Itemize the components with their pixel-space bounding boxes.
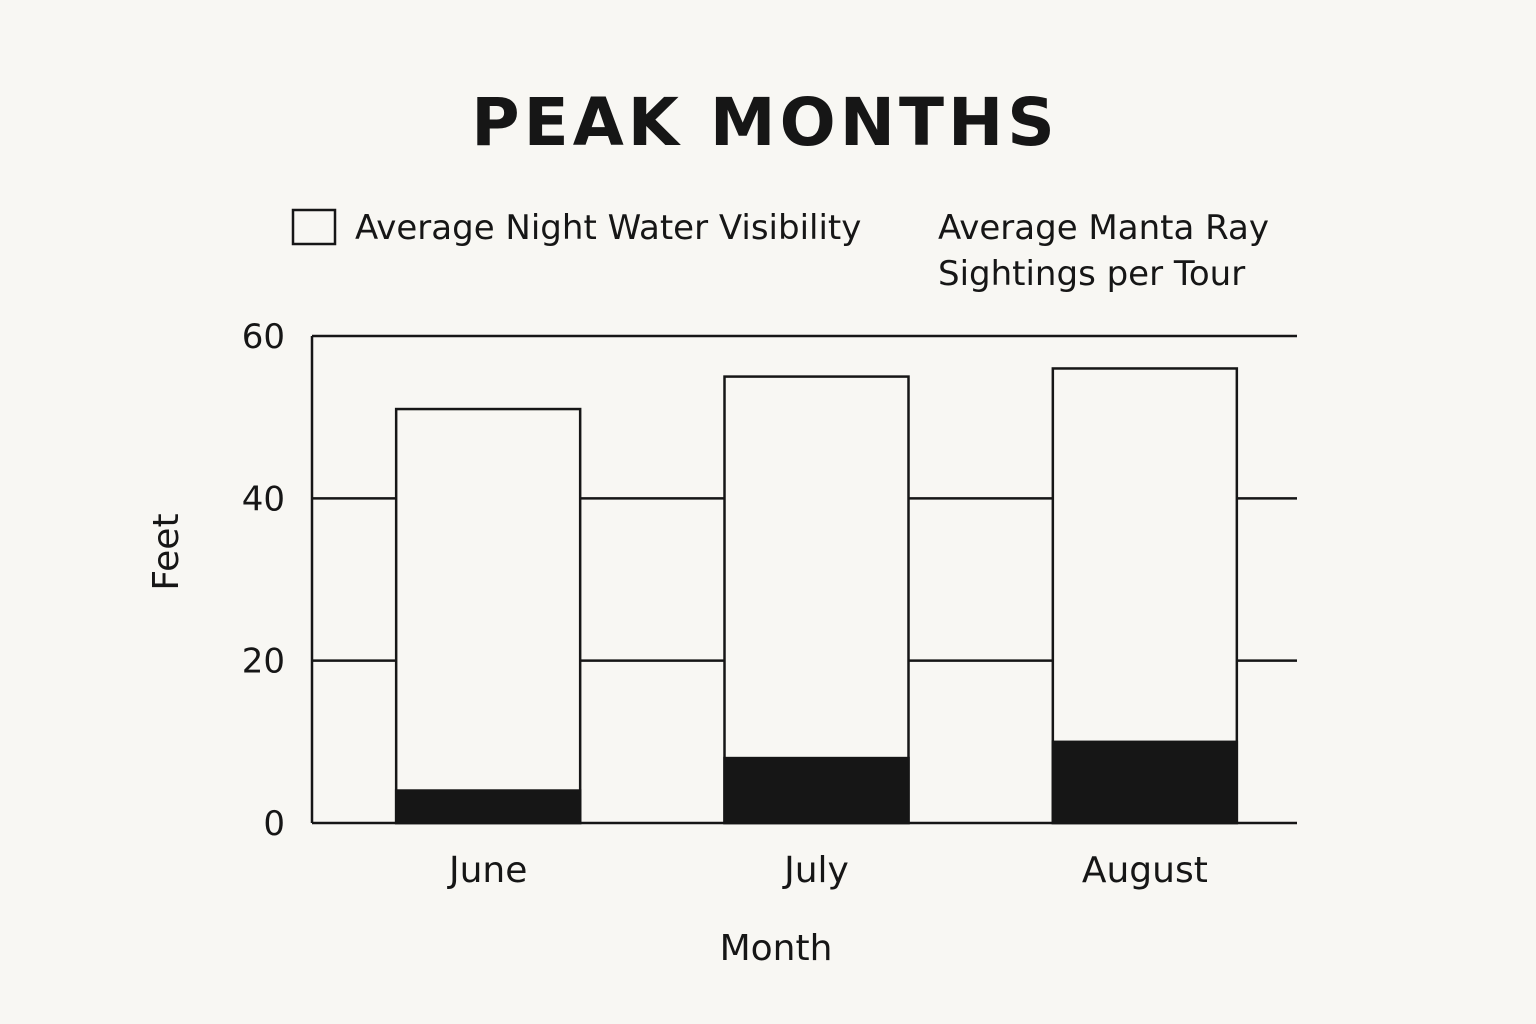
x-category-label: July bbox=[782, 850, 849, 891]
bars bbox=[394, 367, 1239, 825]
chart-title: PEAK MONTHS bbox=[471, 84, 1058, 161]
x-category-label: August bbox=[1082, 850, 1208, 891]
bar-sightings-august bbox=[1051, 740, 1239, 825]
bar-visibility-july bbox=[723, 375, 910, 825]
legend-label-sightings: Average Manta Ray Sightings per Tour bbox=[938, 208, 1280, 294]
legend-label-sightings-line-2: Sightings per Tour bbox=[938, 254, 1245, 294]
y-tick-labels: 0 20 40 60 bbox=[242, 317, 285, 844]
legend-label-visibility: Average Night Water Visibility bbox=[355, 208, 861, 248]
bar-visibility-june bbox=[394, 407, 582, 825]
bar-sightings-july bbox=[723, 756, 910, 825]
legend-swatch-visibility bbox=[291, 208, 337, 246]
y-axis-title: Feet bbox=[146, 513, 187, 590]
x-category-label: June bbox=[447, 850, 527, 891]
category-labels: June July August bbox=[447, 850, 1208, 891]
y-tick-label: 0 bbox=[263, 804, 285, 844]
legend-label-sightings-line-1: Average Manta Ray bbox=[938, 208, 1269, 248]
y-tick-label: 20 bbox=[242, 642, 285, 682]
x-axis-title: Month bbox=[720, 928, 833, 969]
bar-sightings-june bbox=[394, 789, 582, 825]
y-tick-label: 60 bbox=[242, 317, 285, 357]
y-tick-label: 40 bbox=[242, 479, 285, 519]
